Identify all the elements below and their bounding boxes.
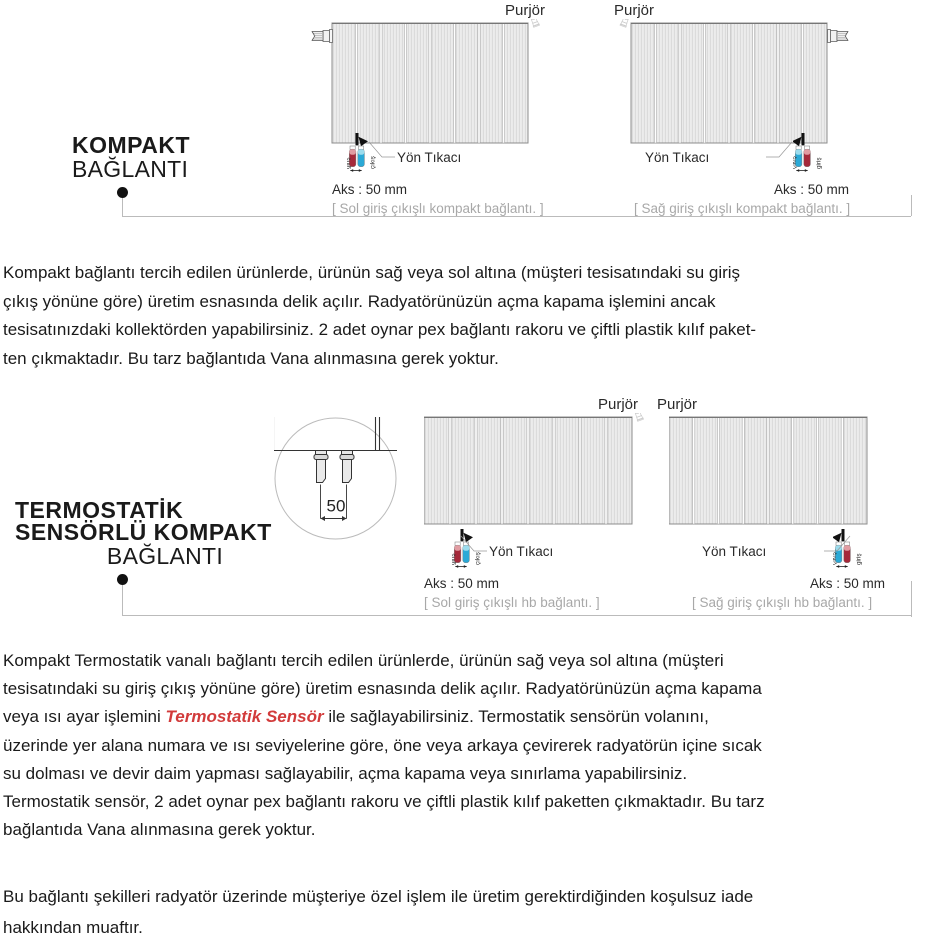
svg-text:giriş: giriş — [856, 554, 863, 566]
